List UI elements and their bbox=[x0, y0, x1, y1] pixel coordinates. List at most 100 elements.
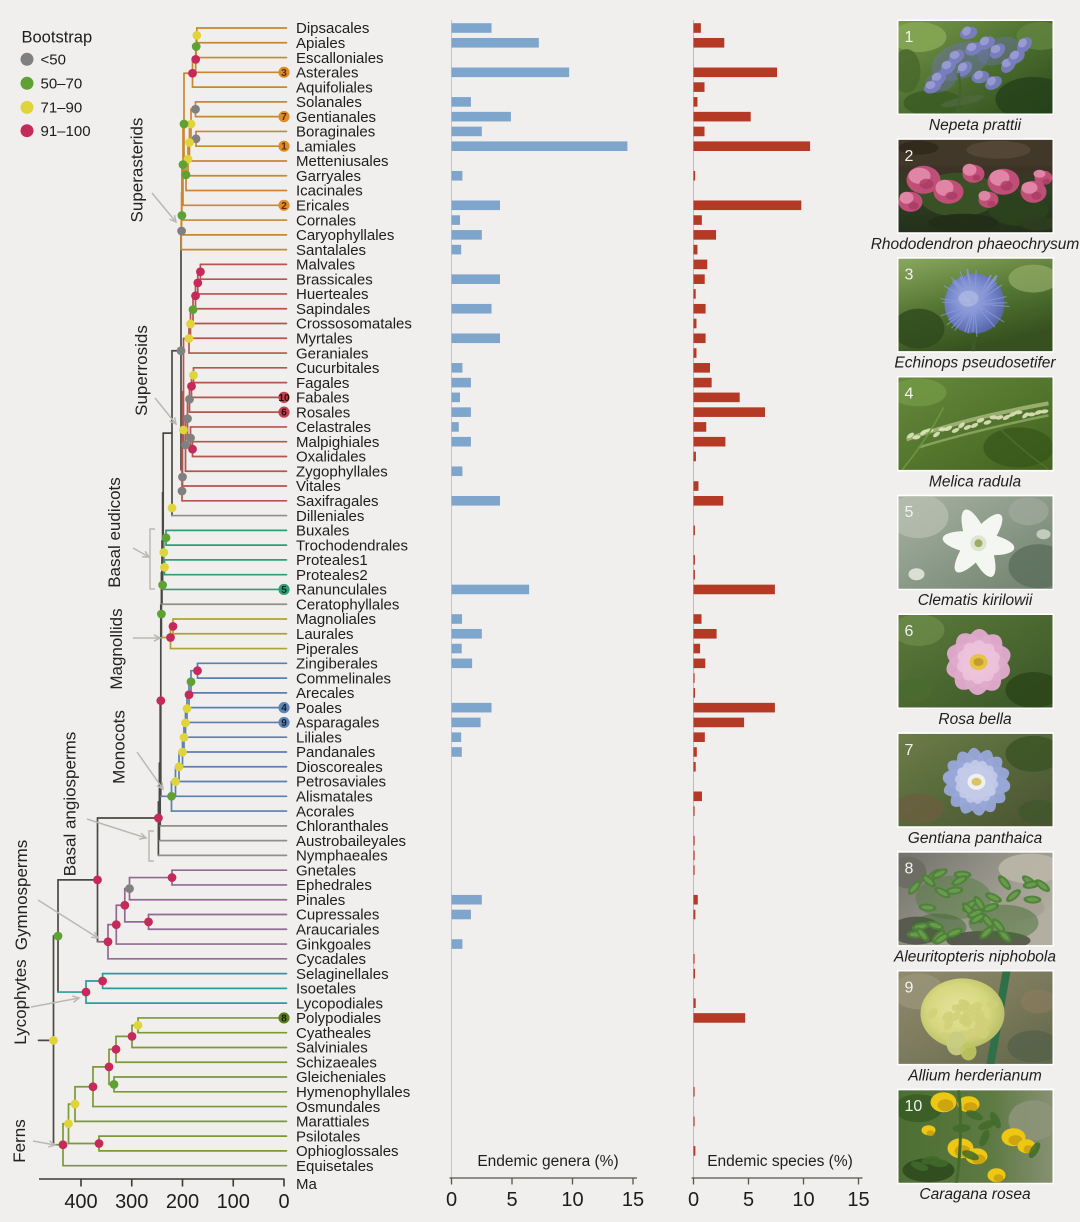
svg-text:Nepeta prattii: Nepeta prattii bbox=[929, 117, 1022, 134]
svg-text:Metteniusales: Metteniusales bbox=[296, 153, 389, 170]
svg-text:Magnollids: Magnollids bbox=[107, 608, 126, 689]
svg-text:6: 6 bbox=[281, 408, 287, 419]
svg-text:Celastrales: Celastrales bbox=[296, 419, 371, 436]
svg-text:200: 200 bbox=[166, 1191, 199, 1213]
svg-text:Cucurbitales: Cucurbitales bbox=[296, 360, 379, 377]
svg-text:Ceratophyllales: Ceratophyllales bbox=[296, 596, 399, 613]
svg-text:Ranunculales: Ranunculales bbox=[296, 582, 387, 599]
svg-text:Commelinales: Commelinales bbox=[296, 670, 391, 687]
svg-text:Icacinales: Icacinales bbox=[296, 183, 363, 200]
svg-text:Echinops pseudosetifer: Echinops pseudosetifer bbox=[894, 355, 1056, 372]
svg-text:<50: <50 bbox=[41, 52, 66, 69]
svg-text:Gentiana panthaica: Gentiana panthaica bbox=[908, 830, 1043, 847]
svg-text:Ma: Ma bbox=[296, 1176, 317, 1193]
svg-text:Dipsacales: Dipsacales bbox=[296, 20, 369, 37]
svg-text:Petrosaviales: Petrosaviales bbox=[296, 774, 386, 791]
svg-text:Gnetales: Gnetales bbox=[296, 862, 356, 879]
svg-text:Caryophyllales: Caryophyllales bbox=[296, 227, 394, 244]
svg-text:9: 9 bbox=[281, 718, 287, 729]
svg-text:Proteales1: Proteales1 bbox=[296, 552, 368, 569]
svg-text:Ophioglossales: Ophioglossales bbox=[296, 1143, 399, 1160]
svg-text:8: 8 bbox=[281, 1013, 287, 1024]
svg-text:Boraginales: Boraginales bbox=[296, 124, 375, 141]
svg-text:Nymphaeales: Nymphaeales bbox=[296, 848, 388, 865]
svg-text:10: 10 bbox=[792, 1189, 814, 1211]
svg-text:Gymnosperms: Gymnosperms bbox=[12, 840, 31, 951]
svg-text:Laurales: Laurales bbox=[296, 626, 354, 643]
svg-text:Brassicales: Brassicales bbox=[296, 271, 373, 288]
svg-text:Marattiales: Marattiales bbox=[296, 1114, 369, 1131]
svg-text:5: 5 bbox=[506, 1189, 517, 1211]
svg-text:Malvales: Malvales bbox=[296, 257, 355, 274]
svg-text:Allium herderianum: Allium herderianum bbox=[907, 1067, 1042, 1084]
svg-text:Huerteales: Huerteales bbox=[296, 286, 369, 303]
svg-text:10: 10 bbox=[278, 393, 290, 404]
svg-text:400: 400 bbox=[64, 1191, 97, 1213]
svg-text:Rhododendron phaeochrysum: Rhododendron phaeochrysum bbox=[871, 236, 1080, 253]
svg-text:Ephedrales: Ephedrales bbox=[296, 877, 372, 894]
svg-text:Acorales: Acorales bbox=[296, 803, 354, 820]
svg-text:Clematis kirilowii: Clematis kirilowii bbox=[918, 592, 1033, 609]
svg-text:3: 3 bbox=[281, 68, 287, 79]
svg-text:Austrobaileyales: Austrobaileyales bbox=[296, 833, 406, 850]
svg-text:5: 5 bbox=[743, 1189, 754, 1211]
svg-text:Ginkgoales: Ginkgoales bbox=[296, 936, 371, 953]
svg-text:Malpighiales: Malpighiales bbox=[296, 434, 379, 451]
svg-text:Chloranthales: Chloranthales bbox=[296, 818, 389, 835]
svg-text:Myrtales: Myrtales bbox=[296, 330, 353, 347]
svg-text:Asparagales: Asparagales bbox=[296, 715, 379, 732]
svg-text:Geraniales: Geraniales bbox=[296, 345, 369, 362]
svg-text:Fabales: Fabales bbox=[296, 390, 349, 407]
svg-text:Oxalidales: Oxalidales bbox=[296, 449, 366, 466]
svg-text:Trochodendrales: Trochodendrales bbox=[296, 537, 408, 554]
svg-text:Selaginellales: Selaginellales bbox=[296, 966, 389, 983]
svg-text:Caragana rosea: Caragana rosea bbox=[919, 1186, 1031, 1203]
svg-text:Cycadales: Cycadales bbox=[296, 951, 366, 968]
svg-text:Lycophytes: Lycophytes bbox=[11, 959, 30, 1044]
svg-text:Poales: Poales bbox=[296, 700, 342, 717]
svg-text:50–70: 50–70 bbox=[41, 76, 83, 93]
svg-text:300: 300 bbox=[115, 1191, 148, 1213]
svg-text:Ericales: Ericales bbox=[296, 198, 349, 215]
svg-text:Araucariales: Araucariales bbox=[296, 921, 379, 938]
svg-text:Psilotales: Psilotales bbox=[296, 1128, 360, 1145]
svg-text:Gleicheniales: Gleicheniales bbox=[296, 1069, 386, 1086]
svg-text:Magnoliales: Magnoliales bbox=[296, 611, 376, 628]
svg-text:3: 3 bbox=[905, 267, 914, 284]
svg-text:Apiales: Apiales bbox=[296, 35, 345, 52]
svg-text:Polypodiales: Polypodiales bbox=[296, 1010, 381, 1027]
svg-text:Monocots: Monocots bbox=[109, 710, 128, 784]
svg-text:7: 7 bbox=[905, 742, 914, 759]
svg-text:Hymenophyllales: Hymenophyllales bbox=[296, 1084, 410, 1101]
svg-text:9: 9 bbox=[905, 979, 914, 996]
svg-text:5: 5 bbox=[905, 504, 914, 521]
svg-text:Equisetales: Equisetales bbox=[296, 1158, 374, 1175]
svg-text:Piperales: Piperales bbox=[296, 641, 359, 658]
svg-text:Bootstrap: Bootstrap bbox=[22, 29, 93, 47]
svg-text:6: 6 bbox=[905, 623, 914, 640]
svg-text:Pandanales: Pandanales bbox=[296, 744, 375, 761]
svg-text:4: 4 bbox=[281, 703, 287, 714]
svg-text:Santalales: Santalales bbox=[296, 242, 366, 259]
svg-text:Endemic genera (%): Endemic genera (%) bbox=[477, 1153, 618, 1170]
svg-text:4: 4 bbox=[905, 385, 914, 402]
svg-text:Saxifragales: Saxifragales bbox=[296, 493, 379, 510]
svg-text:8: 8 bbox=[905, 861, 914, 878]
svg-text:Lycopodiales: Lycopodiales bbox=[296, 995, 383, 1012]
svg-text:Cupressales: Cupressales bbox=[296, 907, 379, 924]
svg-text:91–100: 91–100 bbox=[41, 123, 91, 140]
svg-text:Melica radula: Melica radula bbox=[929, 473, 1022, 490]
svg-text:Rosa bella: Rosa bella bbox=[938, 711, 1012, 728]
svg-text:Dioscoreales: Dioscoreales bbox=[296, 759, 383, 776]
svg-text:Garryales: Garryales bbox=[296, 168, 361, 185]
svg-text:Gentianales: Gentianales bbox=[296, 109, 376, 126]
svg-text:15: 15 bbox=[622, 1189, 644, 1211]
svg-text:Superrosids: Superrosids bbox=[132, 325, 151, 416]
svg-text:Buxales: Buxales bbox=[296, 523, 349, 540]
svg-text:Crossosomatales: Crossosomatales bbox=[296, 316, 412, 333]
svg-text:Arecales: Arecales bbox=[296, 685, 354, 702]
svg-text:Alismatales: Alismatales bbox=[296, 789, 373, 806]
svg-text:Proteales2: Proteales2 bbox=[296, 567, 368, 584]
svg-text:0: 0 bbox=[446, 1189, 457, 1211]
svg-text:Endemic species (%): Endemic species (%) bbox=[707, 1153, 853, 1170]
